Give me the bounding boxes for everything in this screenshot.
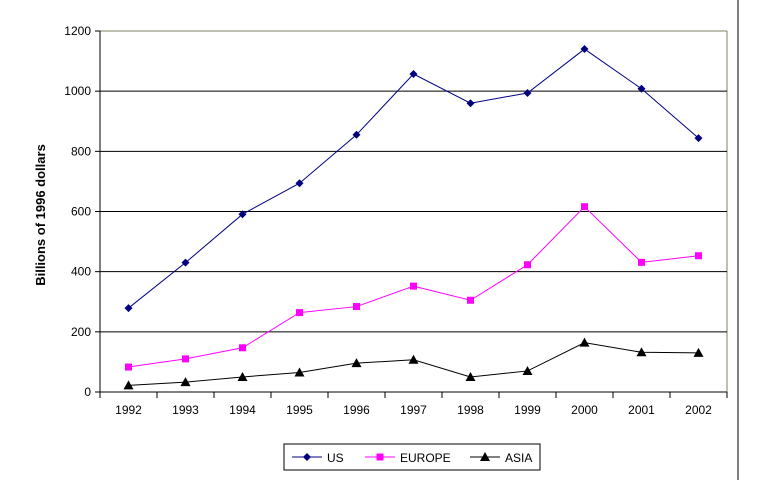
- series-line-asia: [128, 342, 699, 386]
- data-point-asia: [123, 380, 134, 390]
- data-point-us: [523, 88, 532, 97]
- y-tick-label: 200: [71, 325, 91, 339]
- x-tick-label: 1995: [286, 403, 313, 417]
- y-tick-label: 600: [71, 205, 91, 219]
- data-point-asia: [579, 337, 590, 347]
- x-tick-label: 2000: [571, 403, 598, 417]
- x-tick-label: 1997: [400, 403, 427, 417]
- data-point-us: [352, 130, 361, 139]
- data-point-us: [295, 179, 304, 188]
- data-point-us: [694, 134, 703, 143]
- data-point-us: [238, 210, 247, 219]
- data-point-asia: [180, 377, 191, 387]
- data-point-europe: [581, 203, 588, 211]
- y-tick-label: 0: [84, 385, 91, 399]
- y-axis-label: Billions of 1996 dollars: [33, 144, 48, 286]
- data-point-europe: [410, 282, 417, 290]
- data-point-europe: [125, 363, 132, 371]
- x-tick-label: 1999: [514, 403, 541, 417]
- data-point-asia: [408, 354, 419, 364]
- data-point-us: [409, 70, 418, 79]
- x-tick-label: 1993: [172, 403, 199, 417]
- x-tick-label: 1992: [115, 403, 142, 417]
- series-asia: [123, 337, 704, 390]
- x-tick-label: 2002: [685, 403, 712, 417]
- data-point-europe: [695, 252, 702, 260]
- series-us: [124, 45, 703, 313]
- legend: US EUROPE ASIA: [283, 443, 541, 471]
- data-point-asia: [465, 371, 476, 381]
- y-tick-label: 400: [71, 265, 91, 279]
- data-point-asia: [693, 347, 704, 357]
- data-point-us: [580, 45, 589, 54]
- legend-label-asia: ASIA: [505, 451, 532, 465]
- data-point-us: [124, 304, 133, 313]
- data-point-europe: [638, 258, 645, 266]
- data-point-asia: [237, 371, 248, 381]
- data-point-europe: [467, 296, 474, 304]
- data-point-europe: [353, 303, 360, 311]
- legend-marker-us: [303, 453, 311, 461]
- data-point-europe: [524, 261, 531, 269]
- legend-marker-europe: [376, 453, 384, 461]
- legend-label-us: US: [327, 451, 344, 465]
- data-point-asia: [522, 365, 533, 375]
- data-point-asia: [636, 347, 647, 357]
- data-point-europe: [182, 355, 189, 363]
- y-tick-label: 1000: [64, 84, 91, 98]
- x-tick-label: 1994: [229, 403, 256, 417]
- series-europe: [125, 203, 702, 371]
- x-tick-label: 1996: [343, 403, 370, 417]
- series-line-us: [128, 48, 699, 309]
- data-point-asia: [294, 367, 305, 377]
- data-point-europe: [296, 309, 303, 317]
- legend-label-europe: EUROPE: [400, 451, 451, 465]
- data-point-asia: [351, 358, 362, 368]
- data-point-us: [181, 258, 190, 267]
- data-point-us: [637, 84, 646, 93]
- data-point-us: [466, 99, 475, 108]
- data-point-europe: [239, 344, 246, 352]
- x-tick-label: 1998: [457, 403, 484, 417]
- y-tick-label: 800: [71, 144, 91, 158]
- y-tick-label: 1200: [64, 24, 91, 38]
- legend-marker-asia: [480, 452, 490, 461]
- x-tick-label: 2001: [628, 403, 655, 417]
